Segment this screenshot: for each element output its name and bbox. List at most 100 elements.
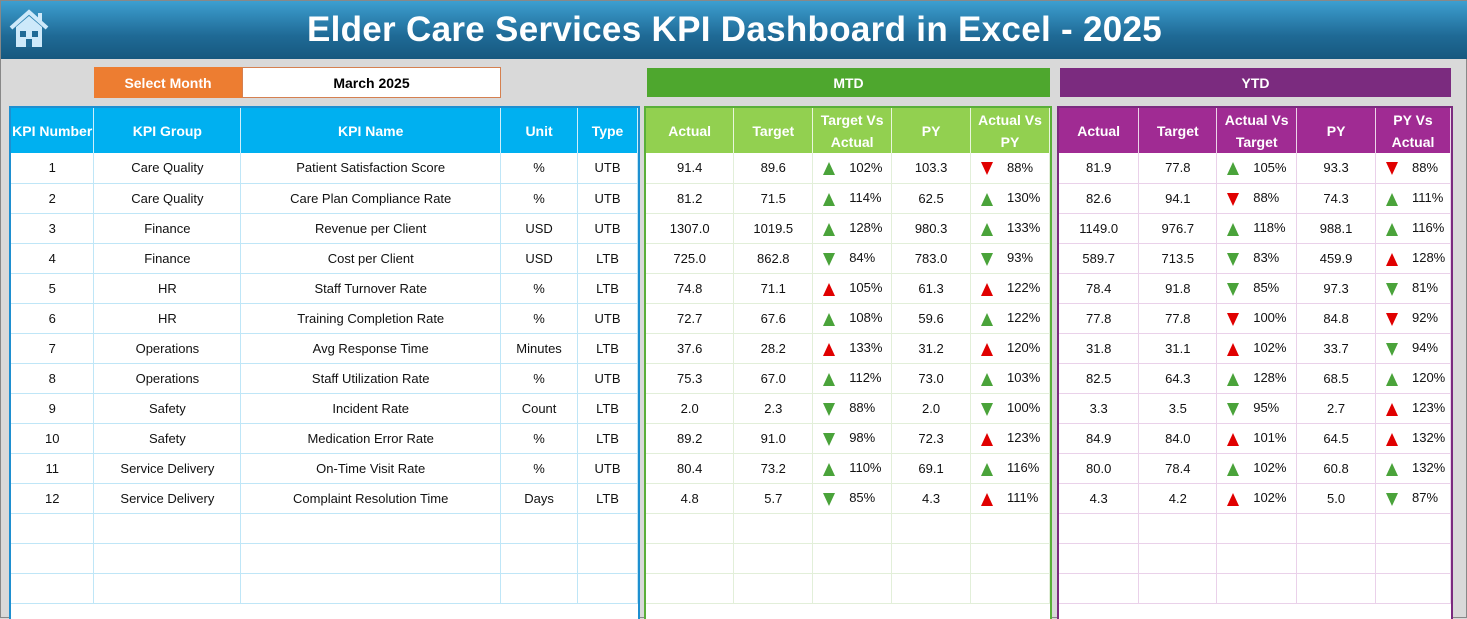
actual-cell[interactable]: 81.2 — [646, 183, 735, 214]
py-cell[interactable]: 2.7 — [1296, 393, 1376, 424]
actual-cell[interactable]: 4.3 — [1059, 483, 1140, 514]
py-vs-actual-cell[interactable]: 132% — [1375, 453, 1452, 484]
empty-cell[interactable] — [646, 573, 735, 604]
empty-cell[interactable] — [1296, 513, 1376, 544]
kpi-group-cell[interactable]: HR — [93, 303, 242, 334]
kpi-name-cell[interactable]: Staff Turnover Rate — [240, 273, 502, 304]
empty-cell[interactable] — [11, 543, 95, 574]
target-cell[interactable]: 78.4 — [1138, 453, 1218, 484]
empty-cell[interactable] — [1059, 573, 1140, 604]
unit-cell[interactable]: Minutes — [500, 333, 579, 364]
py-cell[interactable]: 988.1 — [1296, 213, 1376, 244]
actual-vs-py-cell[interactable]: 111% — [970, 483, 1050, 514]
type-cell[interactable]: UTB — [577, 453, 638, 484]
actual-vs-target-cell[interactable]: 95% — [1216, 393, 1298, 424]
py-cell[interactable]: 93.3 — [1296, 153, 1376, 184]
kpi-number-cell[interactable]: 5 — [11, 273, 95, 304]
py-vs-actual-cell[interactable]: 88% — [1375, 153, 1452, 184]
empty-cell[interactable] — [500, 513, 579, 544]
actual-vs-py-cell[interactable]: 133% — [970, 213, 1050, 244]
py-cell[interactable]: 783.0 — [891, 243, 971, 274]
month-dropdown[interactable]: March 2025 — [242, 67, 501, 98]
py-cell[interactable]: 103.3 — [891, 153, 971, 184]
target-cell[interactable]: 67.0 — [733, 363, 814, 394]
kpi-number-cell[interactable]: 11 — [11, 453, 95, 484]
empty-cell[interactable] — [240, 573, 502, 604]
empty-cell[interactable] — [1375, 543, 1452, 574]
target-cell[interactable]: 91.8 — [1138, 273, 1218, 304]
actual-cell[interactable]: 72.7 — [646, 303, 735, 334]
target-vs-actual-cell[interactable]: 114% — [812, 183, 893, 214]
target-cell[interactable]: 89.6 — [733, 153, 814, 184]
actual-cell[interactable]: 89.2 — [646, 423, 735, 454]
actual-vs-py-cell[interactable]: 93% — [970, 243, 1050, 274]
type-cell[interactable]: UTB — [577, 363, 638, 394]
target-cell[interactable]: 4.2 — [1138, 483, 1218, 514]
kpi-number-cell[interactable]: 9 — [11, 393, 95, 424]
empty-cell[interactable] — [891, 543, 971, 574]
unit-cell[interactable]: Days — [500, 483, 579, 514]
target-vs-actual-cell[interactable]: 108% — [812, 303, 893, 334]
unit-cell[interactable]: % — [500, 303, 579, 334]
target-cell[interactable]: 94.1 — [1138, 183, 1218, 214]
empty-cell[interactable] — [11, 513, 95, 544]
target-cell[interactable]: 862.8 — [733, 243, 814, 274]
kpi-name-cell[interactable]: Cost per Client — [240, 243, 502, 274]
actual-vs-target-cell[interactable]: 85% — [1216, 273, 1298, 304]
empty-cell[interactable] — [812, 573, 893, 604]
kpi-number-cell[interactable]: 6 — [11, 303, 95, 334]
actual-cell[interactable]: 2.0 — [646, 393, 735, 424]
type-cell[interactable]: LTB — [577, 423, 638, 454]
type-cell[interactable]: UTB — [577, 183, 638, 214]
actual-vs-target-cell[interactable]: 83% — [1216, 243, 1298, 274]
empty-cell[interactable] — [93, 513, 242, 544]
actual-cell[interactable]: 78.4 — [1059, 273, 1140, 304]
empty-cell[interactable] — [500, 543, 579, 574]
target-vs-actual-cell[interactable]: 98% — [812, 423, 893, 454]
actual-cell[interactable]: 77.8 — [1059, 303, 1140, 334]
empty-cell[interactable] — [577, 573, 638, 604]
target-cell[interactable]: 71.5 — [733, 183, 814, 214]
kpi-group-cell[interactable]: Care Quality — [93, 153, 242, 184]
empty-cell[interactable] — [93, 573, 242, 604]
py-cell[interactable]: 459.9 — [1296, 243, 1376, 274]
py-vs-actual-cell[interactable]: 87% — [1375, 483, 1452, 514]
target-cell[interactable]: 5.7 — [733, 483, 814, 514]
empty-cell[interactable] — [970, 573, 1050, 604]
target-cell[interactable]: 77.8 — [1138, 303, 1218, 334]
py-cell[interactable]: 72.3 — [891, 423, 971, 454]
kpi-number-cell[interactable]: 1 — [11, 153, 95, 184]
actual-cell[interactable]: 31.8 — [1059, 333, 1140, 364]
empty-cell[interactable] — [1216, 573, 1298, 604]
py-cell[interactable]: 33.7 — [1296, 333, 1376, 364]
type-cell[interactable]: LTB — [577, 483, 638, 514]
empty-cell[interactable] — [11, 573, 95, 604]
target-vs-actual-cell[interactable]: 110% — [812, 453, 893, 484]
actual-cell[interactable]: 589.7 — [1059, 243, 1140, 274]
actual-vs-target-cell[interactable]: 88% — [1216, 183, 1298, 214]
kpi-name-cell[interactable]: On-Time Visit Rate — [240, 453, 502, 484]
py-cell[interactable]: 64.5 — [1296, 423, 1376, 454]
empty-cell[interactable] — [891, 573, 971, 604]
kpi-number-cell[interactable]: 8 — [11, 363, 95, 394]
kpi-name-cell[interactable]: Incident Rate — [240, 393, 502, 424]
actual-cell[interactable]: 84.9 — [1059, 423, 1140, 454]
empty-cell[interactable] — [812, 513, 893, 544]
empty-cell[interactable] — [1138, 543, 1218, 574]
kpi-group-cell[interactable]: Operations — [93, 363, 242, 394]
py-cell[interactable]: 60.8 — [1296, 453, 1376, 484]
actual-vs-target-cell[interactable]: 101% — [1216, 423, 1298, 454]
unit-cell[interactable]: % — [500, 453, 579, 484]
actual-vs-target-cell[interactable]: 105% — [1216, 153, 1298, 184]
empty-cell[interactable] — [1375, 573, 1452, 604]
kpi-group-cell[interactable]: Safety — [93, 393, 242, 424]
actual-vs-py-cell[interactable]: 116% — [970, 453, 1050, 484]
target-cell[interactable]: 1019.5 — [733, 213, 814, 244]
type-cell[interactable]: LTB — [577, 333, 638, 364]
empty-cell[interactable] — [93, 543, 242, 574]
unit-cell[interactable]: % — [500, 363, 579, 394]
target-vs-actual-cell[interactable]: 112% — [812, 363, 893, 394]
empty-cell[interactable] — [1138, 573, 1218, 604]
empty-cell[interactable] — [1138, 513, 1218, 544]
target-cell[interactable]: 64.3 — [1138, 363, 1218, 394]
